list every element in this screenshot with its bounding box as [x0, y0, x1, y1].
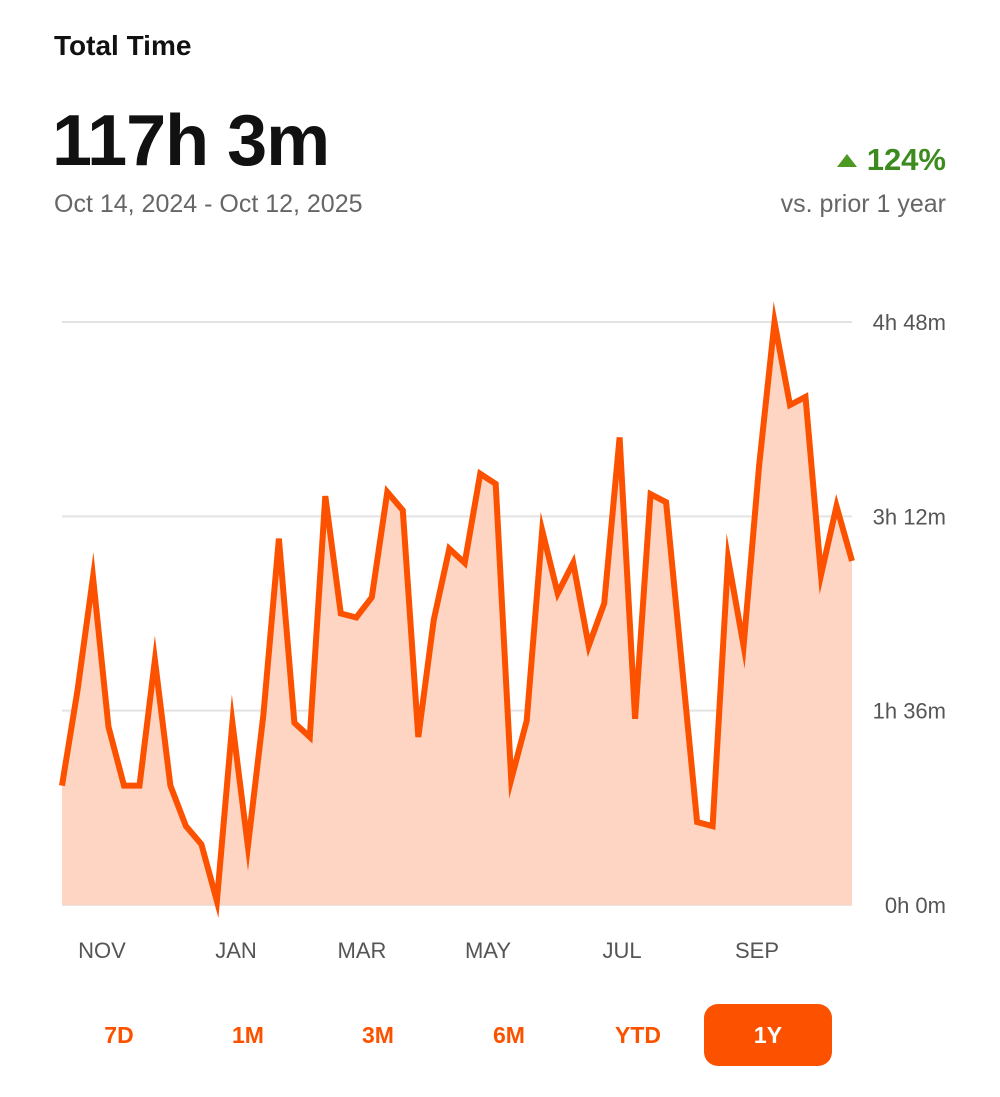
x-tick-label: NOV — [78, 938, 126, 963]
range-button-1m[interactable]: 1M — [232, 1021, 264, 1048]
y-tick-label: 1h 36m — [873, 699, 946, 724]
series-line — [59, 301, 855, 918]
x-tick-label: JAN — [215, 938, 257, 963]
y-tick-label: 4h 48m — [873, 310, 946, 335]
y-tick-label: 0h 0m — [885, 893, 946, 918]
x-tick-label: MAR — [338, 938, 387, 963]
range-button-1y[interactable]: 1Y — [704, 1004, 832, 1066]
x-tick-label: SEP — [735, 938, 779, 963]
chart-title: Total Time — [54, 30, 192, 61]
x-tick-label: MAY — [465, 938, 511, 963]
range-button-3m[interactable]: 3M — [362, 1021, 394, 1048]
y-tick-label: 3h 12m — [873, 504, 946, 529]
range-button-ytd[interactable]: YTD — [615, 1021, 661, 1048]
comparison-label: vs. prior 1 year — [780, 190, 946, 218]
range-button-6m[interactable]: 6M — [493, 1021, 525, 1048]
time-chart: 0h 0m 1h 36m 3h 12m 4h 48m NOV JAN MAR MAY JUL SE… — [59, 301, 946, 963]
change-indicator: 124% — [836, 142, 946, 178]
total-time-value: 117h 3m — [52, 101, 330, 181]
triangle-up-icon — [836, 153, 857, 167]
date-range: Oct 14, 2024 - Oct 12, 2025 — [54, 190, 363, 218]
change-percent: 124% — [866, 142, 946, 177]
range-button-7d[interactable]: 7D — [104, 1021, 134, 1048]
x-tick-label: JUL — [602, 938, 641, 963]
